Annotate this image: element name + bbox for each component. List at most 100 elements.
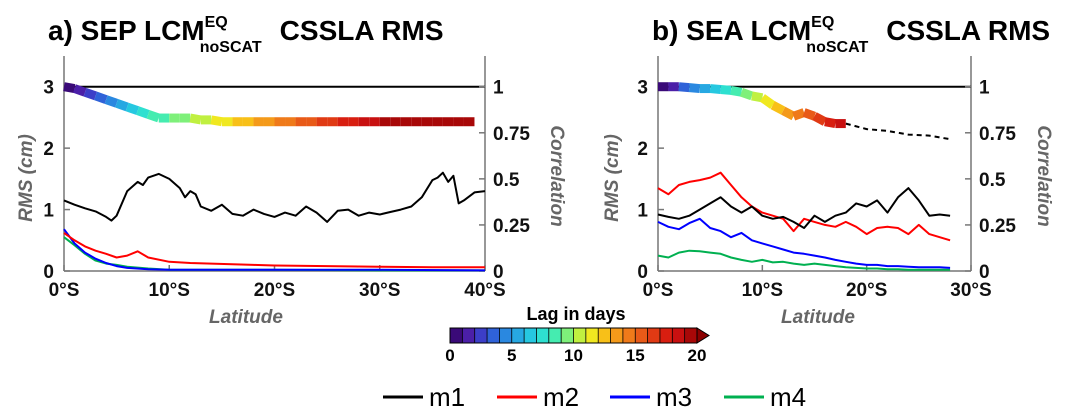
colorbar-arrow-icon [696, 327, 710, 344]
colorbar-segment [561, 328, 574, 343]
panel-b-title-sup: EQ [811, 14, 834, 31]
panel-b-y2tick-label: 0.5 [979, 170, 1006, 191]
panel-b-correlation-segment [709, 84, 721, 94]
panel-a-y2tick-label: 0.75 [493, 124, 530, 145]
colorbar-segment [585, 328, 599, 343]
panel-b-series-m2 [657, 171, 951, 242]
panel-b-ytick-label: 2 [637, 139, 648, 160]
panel-a-xtick-label: 40°S [464, 280, 505, 301]
panel-b-series-m4 [657, 249, 951, 271]
panel-b-xtick-label: 0°S [643, 280, 674, 301]
legend-label-m1: m1 [429, 382, 465, 410]
panel-a: a) SEP LCMEQ noSCAT CSSLA RMS 0 1 2 3 0 0.25 0.5… [16, 14, 567, 328]
panel-b-xtick-label: 20°S [846, 280, 887, 301]
colorbar-segment [524, 328, 537, 343]
panel-a-xtick-label: 30°S [359, 280, 400, 301]
panel-a-title: a) SEP LCMEQ noSCAT CSSLA RMS [48, 14, 444, 56]
panel-a-correlation-segment [83, 88, 98, 101]
panel-a-correlation-segment [189, 113, 202, 125]
panel-b-correlation-segment [688, 83, 701, 94]
panel-a-correlation-segment [210, 115, 223, 127]
panel-a-ytick-label: 1 [43, 201, 54, 222]
colorbar-ticks: 0 5 10 15 20 [445, 346, 706, 365]
panel-b-correlation-segment [730, 85, 743, 97]
legend-label-m4: m4 [770, 382, 806, 410]
panel-b: b) SEA LCMEQ noSCAT CSSLA RMS 0 1 2 3 0 0.25 0.5… [602, 14, 1054, 328]
colorbar-segment [622, 328, 636, 343]
colorbar-segment [487, 328, 500, 343]
colorbar-segment [684, 328, 698, 343]
panel-b-correlation-segment [678, 82, 690, 93]
colorbar: Lag in days 0 5 10 15 20 [445, 304, 710, 365]
panel-b-series-m1 [657, 187, 951, 229]
legend: m1 m2 m3 m4 [383, 382, 806, 410]
colorbar-tick-label: 15 [626, 346, 645, 365]
panel-a-title-sub: noSCAT [200, 39, 262, 56]
panel-a-correlation-segment [94, 91, 108, 104]
panel-a-series-m3 [63, 228, 486, 272]
panel-a-series-m1 [63, 171, 486, 223]
panel-b-title-main: b) SEA LCM [652, 15, 811, 46]
panel-a-y2tick-label: 0 [493, 262, 504, 283]
colorbar-segment [548, 328, 562, 343]
legend-item-m3: m3 [610, 382, 692, 410]
panel-b-series-m3 [657, 217, 951, 269]
panel-a-correlation-segment [136, 106, 150, 119]
panel-a-ylabel: RMS (cm) [16, 134, 37, 222]
panel-b-ytick-label: 1 [637, 201, 648, 222]
panel-b-correlation-segment [824, 117, 837, 129]
panel-b-correlation-segment [770, 101, 786, 115]
panel-a-title-main: a) SEP LCM [48, 15, 205, 46]
panel-b-correlation-segment [781, 106, 796, 121]
legend-item-m2: m2 [497, 382, 579, 410]
panel-a-correlation-segment [104, 95, 119, 108]
panel-a-xtick-label: 10°S [149, 280, 190, 301]
colorbar-segment [462, 328, 476, 343]
colorbar-segment [647, 328, 661, 343]
colorbar-segment [536, 328, 550, 343]
panel-a-series-m2 [63, 232, 485, 269]
panel-b-title: b) SEA LCMEQ noSCAT CSSLA RMS [652, 14, 1050, 56]
panel-b-correlation-segment [792, 108, 806, 121]
panel-a-y2tick-label: 1 [493, 78, 504, 99]
panel-b-y2tick-label: 0.25 [979, 216, 1016, 237]
colorbar-segment [499, 328, 513, 343]
legend-label-m2: m2 [543, 382, 579, 410]
panel-a-correlation-segment [115, 99, 129, 112]
panel-b-correlation-segment [802, 108, 816, 121]
legend-item-m4: m4 [724, 382, 806, 410]
panel-b-correlation-segment [759, 94, 776, 109]
panel-b-y2tick-label: 0.75 [979, 124, 1016, 145]
colorbar-segment [659, 328, 673, 343]
panel-b-correlation-segment [739, 88, 754, 101]
panel-a-y2tick-label: 0.5 [493, 170, 520, 191]
panel-a-correlation-segment [73, 84, 87, 97]
panel-a-xlabel: Latitude [209, 307, 283, 328]
panel-a-correlation-segment [146, 110, 161, 123]
colorbar-segments [449, 327, 710, 344]
panel-a-y2tick-label: 0.25 [493, 216, 530, 237]
panel-a-correlation-segment [125, 102, 140, 115]
colorbar-tick-label: 20 [688, 346, 707, 365]
panel-a-title-sup: EQ [205, 14, 228, 31]
legend-label-m3: m3 [656, 382, 692, 410]
panel-b-correlation-segment [720, 85, 732, 95]
panel-b-correlation-segment [751, 91, 764, 103]
panel-a-xtick-label: 20°S [254, 280, 295, 301]
panel-b-ylabel: RMS (cm) [602, 134, 623, 222]
panel-b-ytick-label: 0 [637, 262, 648, 283]
legend-item-m1: m1 [383, 382, 465, 410]
panel-a-xtick-label: 0°S [49, 280, 80, 301]
panel-a-ytick-label: 3 [43, 78, 54, 99]
colorbar-tick-label: 0 [445, 346, 454, 365]
panel-a-y2label: Correlation [546, 125, 567, 226]
colorbar-tick-label: 10 [564, 346, 583, 365]
panel-a-ytick-label: 0 [43, 262, 54, 283]
colorbar-segment [511, 328, 525, 343]
colorbar-segment [474, 328, 488, 343]
colorbar-segment [598, 328, 612, 343]
panel-b-title-rest: CSSLA RMS [886, 15, 1050, 46]
